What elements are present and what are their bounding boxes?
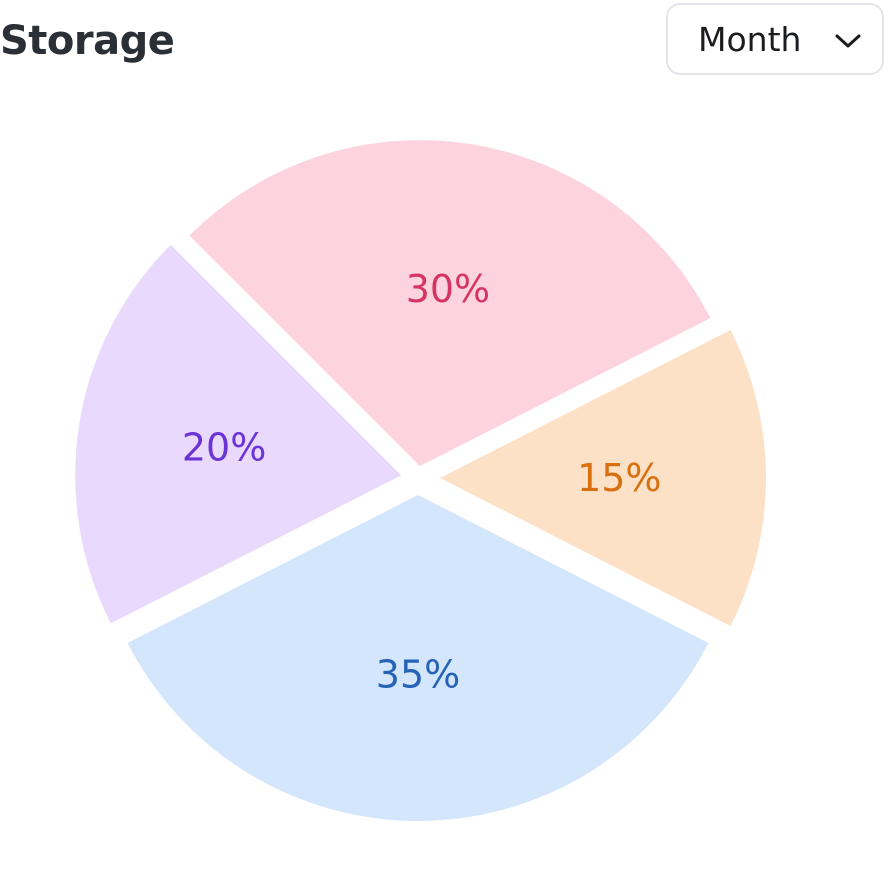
pie-slice-label: 20% xyxy=(182,425,266,469)
chevron-down-icon xyxy=(835,34,861,48)
pie-slice-20 xyxy=(75,244,402,624)
pie-slice-35 xyxy=(127,495,709,821)
pie-slice-15 xyxy=(440,329,766,627)
pie-slice-label: 30% xyxy=(406,267,490,311)
period-select-value: Month xyxy=(698,19,802,59)
pie-slice-30 xyxy=(189,140,711,467)
pie-slice-label: 35% xyxy=(376,652,460,696)
chart-title: Storage xyxy=(0,18,175,64)
period-select[interactable]: Month xyxy=(666,3,884,75)
pie-slice-label: 15% xyxy=(577,456,661,500)
